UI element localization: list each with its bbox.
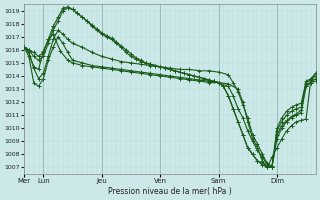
X-axis label: Pression niveau de la mer( hPa ): Pression niveau de la mer( hPa )	[108, 187, 232, 196]
